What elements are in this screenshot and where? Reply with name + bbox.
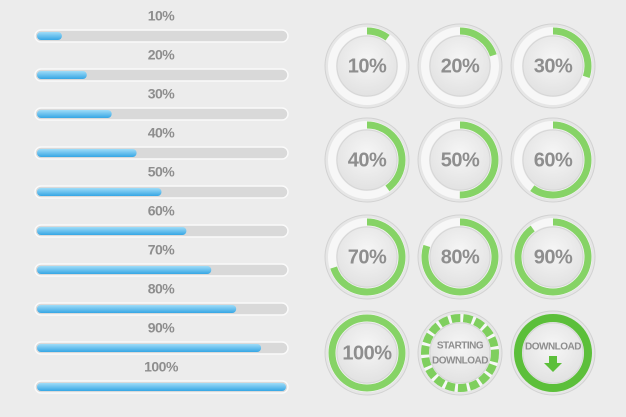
bar-fill [37,383,286,391]
bar-fill [37,71,87,79]
bar-label: 100% [144,359,179,375]
ring-progress [328,218,406,296]
download-arrow [544,356,562,372]
ring-disc [429,129,491,191]
bar-fill [37,266,212,274]
bar-fill [37,32,62,40]
bar-fill [37,227,187,235]
bar-label: 30% [148,86,176,102]
ring-progress [328,121,406,199]
bar-label: 90% [148,320,176,336]
ring-progress [421,218,499,296]
bar-fill [37,305,237,313]
button-label: DOWNLOAD [432,356,488,367]
bar-fill [37,344,262,352]
ring-progress [421,27,499,105]
ring-disc [336,226,398,288]
bar-label: 20% [148,47,176,63]
ring-label: 100% [342,342,392,364]
bar-label: 80% [148,281,176,297]
ring-label: 50% [441,149,480,171]
ring-disc [336,35,398,97]
button-label: DOWNLOAD [525,342,581,353]
bar-fill [37,110,112,118]
ring-disc [336,129,398,191]
bar-label: 60% [148,203,176,219]
bar-track [34,68,289,82]
ring-progress [421,121,499,199]
ring-label: 90% [534,246,573,268]
ring-progress [328,314,406,392]
ring-label: 40% [348,149,387,171]
button-label: STARTING [437,341,484,352]
ring-disc [429,322,491,384]
ring-progress [514,121,592,199]
ring-disc [429,226,491,288]
ring-label: 10% [348,55,387,77]
ring-label: 60% [534,149,573,171]
ring-disc [522,129,584,191]
bar-label: 50% [148,164,176,180]
ring-progress [328,27,406,105]
ring-dashes [421,314,499,392]
ring-disc [522,322,584,384]
ring-label: 30% [534,55,573,77]
bar-label: 40% [148,125,176,141]
bar-track [34,29,289,43]
ring-progress [514,27,592,105]
ring-label: 70% [348,246,387,268]
ring-disc [522,35,584,97]
ring-label: 80% [441,246,480,268]
ring-disc [336,322,398,384]
ring-label: 20% [441,55,480,77]
ring-progress [514,218,592,296]
ring-disc [429,35,491,97]
bar-fill [37,149,137,157]
ring-disc [522,226,584,288]
bar-label: 70% [148,242,176,258]
ring-solid [514,314,592,392]
bar-fill [37,188,162,196]
bar-label: 10% [148,8,176,24]
